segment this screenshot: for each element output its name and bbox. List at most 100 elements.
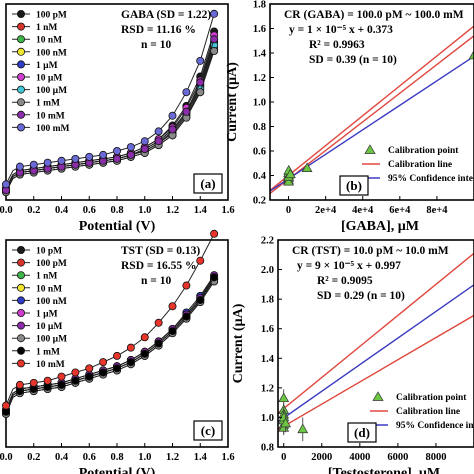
x-tick-label: 1.2 (166, 205, 179, 216)
data-point (2, 401, 10, 410)
calibration-point (297, 423, 309, 434)
legend-label: 100 pM (36, 11, 67, 21)
plot-content (270, 25, 474, 195)
panel-label: (b) (346, 178, 362, 193)
data-point (15, 380, 24, 389)
y-tick-label: 2.0 (261, 265, 274, 276)
y-axis-label: Current (µA) (231, 303, 246, 383)
data-point (182, 281, 191, 290)
confidence-lower-line (270, 35, 474, 195)
legend-label: 1 mM (36, 347, 60, 357)
legend-marker (16, 296, 25, 305)
data-point (113, 146, 122, 155)
data-point (154, 137, 163, 146)
data-point (43, 376, 52, 385)
legend-marker (364, 144, 376, 154)
legend-marker (16, 334, 25, 343)
y-tick-label: 1.0 (253, 98, 266, 109)
legend-label: 10 mM (36, 111, 65, 121)
y-tick-label: 0.8 (253, 122, 266, 133)
data-point (57, 380, 66, 389)
x-tick-label: 0.6 (83, 205, 96, 216)
legend-label: 1 mM (36, 99, 60, 109)
data-point (85, 364, 94, 373)
legend-label: 10 nM (36, 284, 62, 294)
legend-marker (16, 123, 25, 132)
data-point (15, 162, 24, 171)
x-tick-label: 6e+4 (389, 205, 411, 216)
data-point (210, 9, 219, 18)
y-tick-label: 1.6 (253, 24, 266, 35)
y-tick-label: 1.6 (261, 324, 274, 335)
y-tick-label: 1.8 (253, 0, 266, 11)
legend-label: 95% Confidence inter (388, 174, 474, 184)
legend-marker (16, 359, 25, 368)
data-point (210, 35, 219, 44)
annotation-text: RSD = 16.55 % (121, 260, 197, 272)
annotation-text: y = 1 × 10⁻⁵ x + 0.373 (289, 24, 393, 36)
y-tick-label: 1.0 (261, 413, 274, 424)
data-point (85, 152, 94, 161)
data-point (182, 107, 191, 116)
x-tick-label: 0.8 (110, 452, 123, 463)
y-tick-label: 0.6 (253, 147, 266, 158)
data-point (196, 78, 205, 87)
annotation-text: GABA (SD = 1.22) (121, 9, 211, 21)
legend-label: 10 µM (36, 74, 62, 84)
data-point (126, 358, 135, 367)
legend-label: 1 nM (36, 272, 57, 282)
legend-marker (16, 346, 25, 355)
annotation-text: SD = 0.29 (n = 10) (317, 290, 405, 302)
calibration-point (468, 49, 474, 60)
panel-label: (c) (201, 423, 215, 438)
x-tick-label: 0 (286, 205, 291, 216)
calibration-point (280, 417, 292, 428)
annotation-text: CR (GABA) = 100.0 pM ~ 100.0 mM (284, 9, 464, 21)
confidence-upper-line (270, 25, 474, 191)
data-point (126, 343, 135, 352)
legend-marker (16, 98, 25, 107)
data-point (154, 127, 163, 136)
legend-marker (16, 60, 25, 69)
x-tick-label: 0.4 (55, 452, 69, 463)
x-tick-label: 0.2 (27, 205, 40, 216)
x-tick-label: 8e+4 (426, 205, 448, 216)
legend-label: 1 µM (36, 61, 58, 71)
calibration-line (278, 284, 474, 423)
legend-marker (16, 308, 25, 317)
y-axis-label: Current (µA) (225, 62, 240, 142)
data-point (57, 372, 66, 381)
plot-frame (269, 3, 474, 201)
legend-marker (16, 85, 25, 94)
data-point (168, 302, 177, 311)
data-point (140, 137, 149, 146)
x-tick-label: 2e+4 (315, 205, 337, 216)
data-point (140, 145, 149, 154)
x-tick-label: 0 (281, 452, 286, 463)
legend-label: 100 µM (36, 335, 67, 345)
data-point (99, 150, 108, 159)
data-point (196, 296, 205, 305)
legend-marker (16, 47, 25, 56)
confidence-upper-line (278, 252, 474, 414)
annotation-text: y = 9 × 10⁻⁵ x + 0.997 (297, 260, 401, 272)
x-tick-label: 0.2 (27, 452, 40, 463)
calibration-line (270, 55, 474, 192)
data-point (140, 333, 149, 342)
data-point (140, 349, 149, 358)
calibration-panel-b: 0.2 0.4 0.6 0.8 1.0 1.2 1.4 1.6 1.8 0 2e+4 4e+4 6e+4… (225, 0, 474, 234)
cv-panel-a: 0.0 0.2 0.4 0.6 0.8 1.0 1.2 1.4 1.6 Potential (V)… (0, 3, 235, 234)
legend-label: 10 nM (36, 36, 62, 46)
x-axis-label: [Testosterone], µM (328, 466, 440, 474)
data-point (113, 364, 122, 373)
legend-marker (16, 22, 25, 31)
legend-label: 10 pM (36, 247, 62, 257)
x-tick-label: 1.0 (138, 205, 151, 216)
data-point (57, 156, 66, 165)
x-tick-label: 1.6 (221, 205, 234, 216)
calibration-point (301, 162, 313, 172)
x-tick-label: 1.4 (194, 205, 208, 216)
data-point (154, 339, 163, 348)
y-tick-label: 1.4 (253, 49, 267, 60)
